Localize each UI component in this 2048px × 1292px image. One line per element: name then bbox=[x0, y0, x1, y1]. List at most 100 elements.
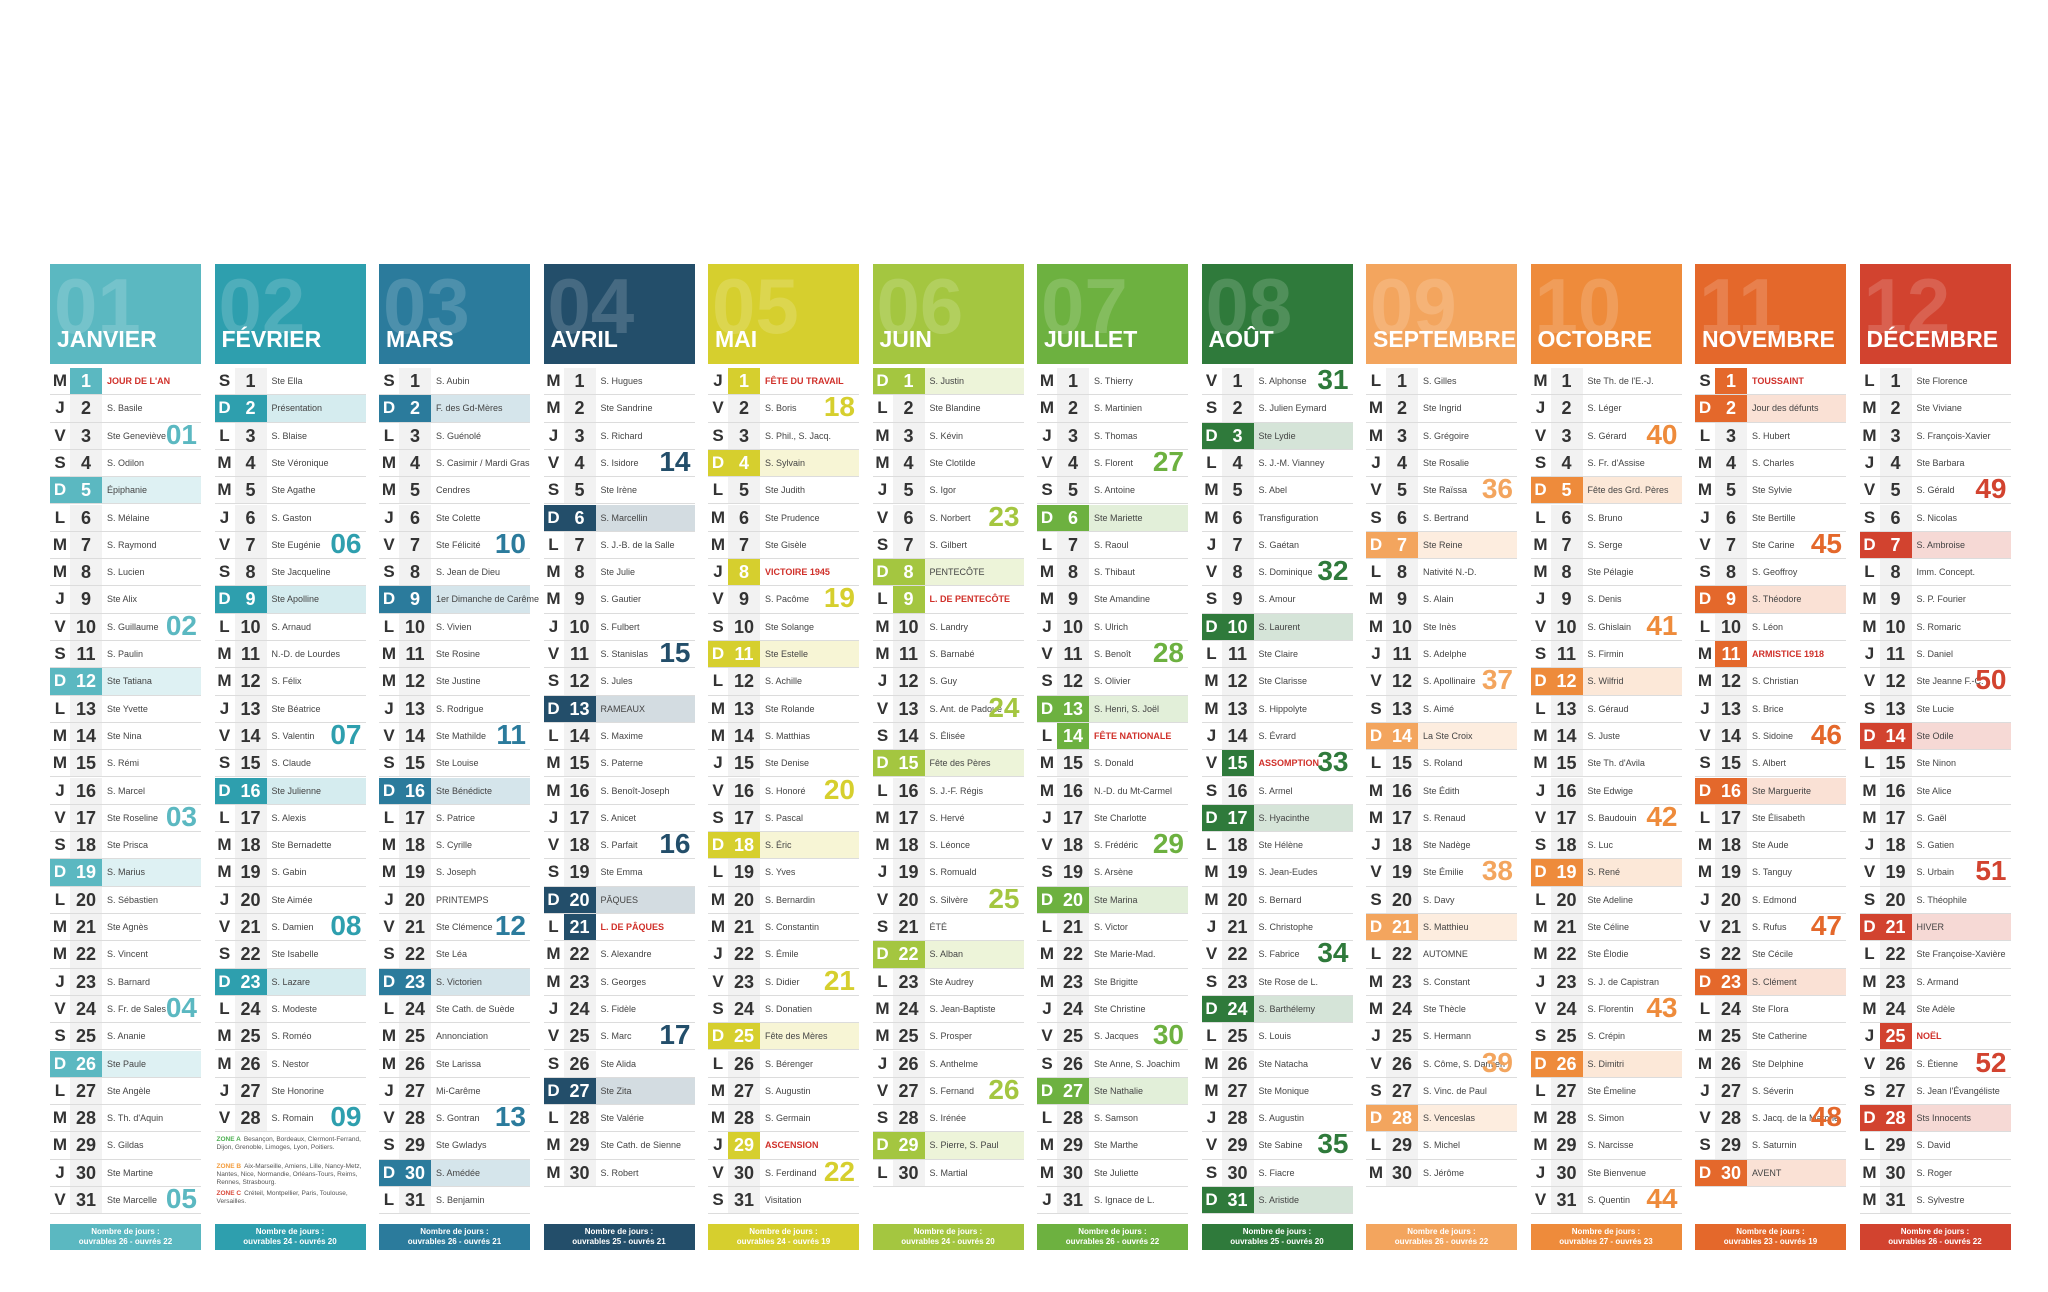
saint-name: PÂQUES bbox=[600, 894, 639, 905]
saint-name: S. Fulbert bbox=[600, 621, 640, 632]
day-letter: S bbox=[876, 725, 889, 745]
saint-name: Ste Lydie bbox=[1258, 430, 1296, 441]
day-number: 5 bbox=[892, 477, 925, 504]
day-number: 18 bbox=[728, 832, 760, 859]
day-number: 1 bbox=[399, 368, 431, 395]
saint-name: Ste Nina bbox=[107, 730, 142, 741]
day-row: S 27 S. Vinc. de Paul bbox=[1366, 1077, 1517, 1106]
day-number: 14 bbox=[234, 722, 267, 750]
day-letter: J bbox=[713, 1135, 723, 1155]
saint-name: S. Gilbert bbox=[929, 539, 968, 550]
saint-name: S. Raoul bbox=[1094, 539, 1129, 550]
day-number: 15 bbox=[563, 750, 596, 777]
saint-name: Ste Irène bbox=[600, 485, 638, 496]
saint-name: Ste Françoise-Xavière bbox=[1916, 949, 2006, 960]
day-number: 3 bbox=[1386, 422, 1418, 449]
day-number: 23 bbox=[1715, 968, 1747, 995]
day-number: 18 bbox=[1221, 832, 1254, 859]
day-number: 18 bbox=[1386, 832, 1418, 859]
day-letter: M bbox=[1862, 589, 1877, 609]
day-number: 15 bbox=[234, 750, 267, 777]
day-number: 23 bbox=[728, 968, 760, 995]
saint-name: S. Armand bbox=[1916, 976, 1959, 987]
saint-name: S. Matthieu bbox=[1423, 922, 1469, 932]
day-row: L 3 S. Guénolé bbox=[379, 422, 530, 450]
day-row: M 4 S. Charles bbox=[1695, 449, 1846, 478]
day-letter: M bbox=[52, 371, 68, 390]
saint-name: S. Romain bbox=[271, 1113, 314, 1124]
week-number: 38 bbox=[1481, 855, 1513, 887]
day-number: 7 bbox=[728, 531, 760, 559]
day-number: 31 bbox=[70, 1187, 102, 1214]
day-letter: M bbox=[381, 862, 397, 882]
day-row: S 21 ÉTÉ bbox=[872, 914, 1024, 942]
day-row: M 7 Ste Gisèle bbox=[708, 531, 859, 560]
day-row: M 28 S. Germain bbox=[708, 1105, 859, 1133]
month-name: SEPTEMBRE bbox=[1373, 326, 1517, 352]
saint-name: S. Narcisse bbox=[1587, 1140, 1634, 1151]
saint-name: Ste Hélène bbox=[1258, 840, 1304, 851]
day-row: M 26 S. Nestor bbox=[214, 1050, 366, 1078]
day-row: J 21 S. Christophe bbox=[1201, 914, 1353, 942]
month-number: 09 bbox=[1370, 264, 1457, 350]
day-row: M 10 Ste Inès bbox=[1366, 613, 1517, 641]
day-letter: M bbox=[710, 889, 726, 909]
day-number: 27 bbox=[563, 1077, 596, 1105]
day-number: 16 bbox=[234, 777, 267, 804]
day-number: 21 bbox=[563, 914, 596, 941]
day-row: M 19 S. Gabin bbox=[214, 859, 366, 887]
saint-name: Ste Nadège bbox=[1423, 840, 1471, 851]
day-row: M 23 Ste Brigitte bbox=[1037, 968, 1188, 996]
saint-name: Ste Julie bbox=[600, 567, 636, 578]
day-row: V 12 S. Apollinaire 37 bbox=[1366, 664, 1517, 696]
day-row: D 2 Jour des défunts bbox=[1695, 395, 1846, 423]
saint-name: Ste Raïssa bbox=[1423, 485, 1468, 496]
day-row: L 18 Ste Hélène bbox=[1201, 832, 1353, 860]
day-row: V 2 S. Boris 18 bbox=[708, 391, 859, 423]
day-number: 7 bbox=[1550, 531, 1583, 559]
saint-name: Ste Pélagie bbox=[1587, 567, 1634, 578]
day-letter: D bbox=[379, 968, 399, 995]
day-letter: M bbox=[1039, 1135, 1055, 1155]
day-row: J 2 S. Léger bbox=[1530, 395, 1682, 423]
day-row: M 19 S. Jean-Eudes bbox=[1201, 859, 1353, 887]
day-letter: L bbox=[1535, 1080, 1546, 1100]
saint-name: S. Alain bbox=[1423, 594, 1454, 605]
day-number: 31 bbox=[1550, 1187, 1583, 1214]
day-number: 29 bbox=[563, 1132, 596, 1159]
saint-name: S. Fr. de Sales bbox=[107, 1003, 167, 1014]
day-number: 29 bbox=[1550, 1132, 1583, 1159]
day-number: 26 bbox=[1879, 1050, 1912, 1077]
day-number: 18 bbox=[1715, 832, 1747, 859]
day-row: D 16 Ste Bénédicte bbox=[379, 777, 530, 805]
day-letter: M bbox=[546, 1162, 561, 1182]
day-row: M 2 Ste Ingrid bbox=[1366, 395, 1517, 423]
day-number: 3 bbox=[1715, 422, 1747, 449]
day-letter: J bbox=[1206, 1108, 1217, 1128]
day-row: V 29 Ste Sabine 35 bbox=[1201, 1128, 1353, 1160]
day-row: M 28 S. Th. d'Aquin bbox=[50, 1105, 201, 1133]
day-number: 19 bbox=[728, 859, 760, 886]
saint-name: Ste Agathe bbox=[271, 485, 316, 496]
day-number: 25 bbox=[563, 1023, 596, 1050]
saint-name: Ste Tatiana bbox=[107, 676, 152, 687]
week-number: 13 bbox=[494, 1101, 526, 1133]
day-row: V 30 S. Ferdinand 22 bbox=[708, 1156, 859, 1187]
saint-name: Ste Émilie bbox=[1423, 867, 1464, 878]
day-number: 8 bbox=[892, 559, 925, 586]
day-number: 17 bbox=[1386, 804, 1418, 832]
day-number: 24 bbox=[1715, 995, 1747, 1023]
day-row: D 13 S. Henri, S. Joël bbox=[1037, 695, 1188, 723]
day-row: V 4 S. Isidore 14 bbox=[543, 446, 695, 478]
day-letter: D bbox=[1201, 1187, 1222, 1214]
day-number: 5 bbox=[234, 477, 267, 504]
day-number: 9 bbox=[70, 586, 102, 613]
saint-name: Ste Bernadette bbox=[271, 840, 332, 851]
month-header: 04 AVRIL bbox=[543, 264, 695, 364]
saint-name: S. Wilfrid bbox=[1587, 676, 1624, 687]
saint-name: AVENT bbox=[1752, 1167, 1782, 1178]
saint-name: S. Samson bbox=[1094, 1113, 1139, 1124]
day-row: M 22 Ste Élodie bbox=[1530, 941, 1682, 969]
day-letter: V bbox=[1041, 644, 1053, 663]
day-letter: L bbox=[548, 725, 559, 745]
